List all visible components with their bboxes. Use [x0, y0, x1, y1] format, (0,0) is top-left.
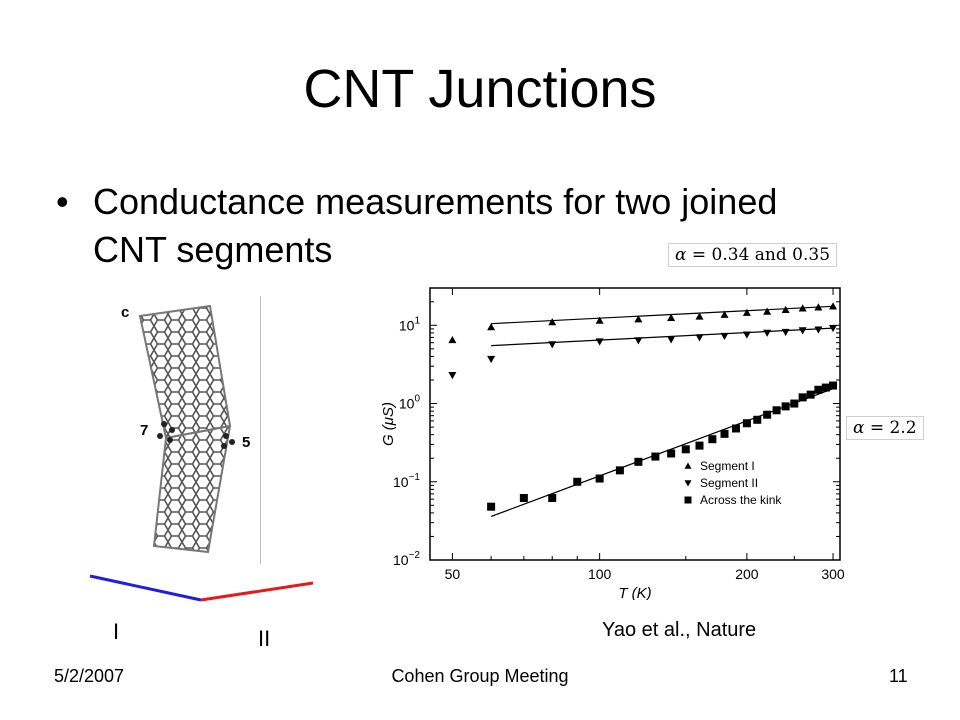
alpha-annotation-top: α = 0.34 and 0.35 — [668, 243, 838, 267]
across-the-kink-point — [615, 466, 624, 475]
segment-i-point — [487, 323, 496, 331]
legend-label-across-the-kink: Across the kink — [700, 493, 782, 507]
slide-title: CNT Junctions — [303, 59, 657, 119]
segment-ii-point — [763, 329, 772, 337]
nanotube-image — [138, 304, 235, 554]
y-tick-label: 10−1 — [393, 472, 420, 490]
legend-label-segment-ii: Segment II — [700, 476, 758, 490]
segment-ii-outlier-point — [448, 372, 457, 380]
legend-label-segment-i: Segment I — [700, 459, 755, 473]
ring-label-5: 5 — [242, 434, 251, 451]
legend-marker-segment-ii — [684, 480, 692, 487]
alpha-symbol-right: α — [853, 418, 865, 438]
segment-ii-point — [814, 326, 823, 334]
x-tick-label: 300 — [821, 566, 845, 582]
conductance-chart: 50 100 200 300 101 100 10−1 10−2 T (K) G (μS) Segm… — [380, 287, 845, 600]
nanotube-illustration: c 7 5 — [112, 296, 261, 564]
legend-marker-segment-i — [684, 462, 692, 469]
across-the-kink-point — [806, 390, 815, 399]
segment-i-point — [720, 310, 729, 318]
citation: Yao et al., Nature — [602, 619, 757, 641]
segment-label-i: I — [113, 619, 120, 644]
segment-i-fit-line — [491, 305, 834, 325]
alpha-annotation-right: α = 2.2 — [846, 416, 924, 440]
segment-i-point — [595, 316, 604, 324]
across-the-kink-point — [681, 445, 690, 454]
segment-ii-fit-line — [491, 327, 834, 347]
segment-i-line — [89, 574, 202, 602]
alpha-value-top: = 0.34 and 0.35 — [686, 245, 831, 265]
across-the-kink-point — [772, 406, 781, 415]
segment-i-point — [634, 315, 643, 323]
across-the-kink-point — [731, 424, 740, 433]
footer-title: Cohen Group Meeting — [391, 666, 569, 686]
across-the-kink-point — [708, 435, 717, 444]
panel-label-c: c — [121, 304, 130, 321]
y-tick-label: 101 — [399, 315, 421, 333]
across-the-kink-point — [667, 449, 676, 458]
segment-i-point — [814, 303, 823, 311]
segment-ii-line — [200, 581, 314, 602]
across-the-kink-point — [781, 402, 790, 411]
segment-label-ii: II — [258, 626, 271, 651]
plot-frame — [429, 287, 841, 561]
segment-ii-point — [548, 341, 557, 349]
segment-i-point — [781, 305, 790, 313]
across-the-kink-point — [742, 419, 751, 428]
segment-ii-point — [634, 337, 643, 345]
across-the-kink-point — [821, 383, 830, 392]
y-tick-label: 100 — [399, 394, 421, 412]
segment-ii-point — [487, 355, 496, 364]
segment-i-point — [548, 318, 557, 326]
across-the-kink-point — [829, 381, 838, 390]
segment-ii-point — [720, 332, 729, 341]
across-the-kink-point — [519, 494, 528, 503]
segment-i-point — [829, 302, 838, 310]
segment-ii-point — [781, 328, 790, 337]
bullet-text: Conductance measurements for two joined … — [93, 181, 778, 270]
across-the-kink-point — [753, 415, 762, 424]
segment-i-point — [798, 304, 807, 312]
x-tick-label: 200 — [735, 566, 759, 582]
across-the-kink-point — [651, 452, 660, 461]
across-the-kink-point — [720, 429, 729, 438]
across-the-kink-point — [634, 457, 643, 466]
segment-ii-point — [595, 338, 604, 346]
y-tick-label: 10−2 — [393, 550, 420, 568]
segment-i-point — [763, 307, 772, 315]
across-the-kink-point — [548, 494, 557, 503]
footer-date: 5/2/2007 — [54, 666, 125, 686]
segment-i-point — [742, 308, 751, 316]
across-the-kink-point — [695, 441, 704, 450]
segment-ii-point — [798, 327, 807, 335]
x-tick-label: 50 — [445, 566, 461, 582]
across-the-kink-point — [763, 410, 772, 419]
across-the-kink-point — [798, 393, 807, 402]
x-tick-label: 100 — [588, 566, 612, 582]
y-axis-label: G (μS) — [380, 402, 397, 446]
segment-ii-point — [742, 331, 751, 339]
across-the-kink-point — [790, 399, 799, 408]
segment-ii-point — [695, 334, 704, 342]
alpha-symbol-top: α — [675, 245, 687, 265]
across-the-kink-point — [814, 385, 823, 394]
across-the-kink-point — [595, 474, 604, 483]
x-axis-label: T (K) — [618, 585, 651, 600]
across-the-kink-point — [573, 477, 582, 486]
segment-i-point — [667, 313, 676, 321]
segment-i-outlier-point — [448, 335, 457, 344]
segment-ii-point — [829, 324, 838, 333]
segment-ii-point — [667, 336, 676, 344]
footer-page-number: 11 — [889, 666, 908, 686]
across-the-kink-point — [487, 502, 496, 511]
kink-diagram — [89, 574, 314, 602]
ring-label-7: 7 — [140, 422, 149, 439]
alpha-value-right: = 2.2 — [864, 418, 917, 438]
bullet-marker: • — [56, 181, 69, 222]
segment-i-point — [695, 312, 704, 320]
legend-marker-across-the-kink — [684, 496, 692, 504]
